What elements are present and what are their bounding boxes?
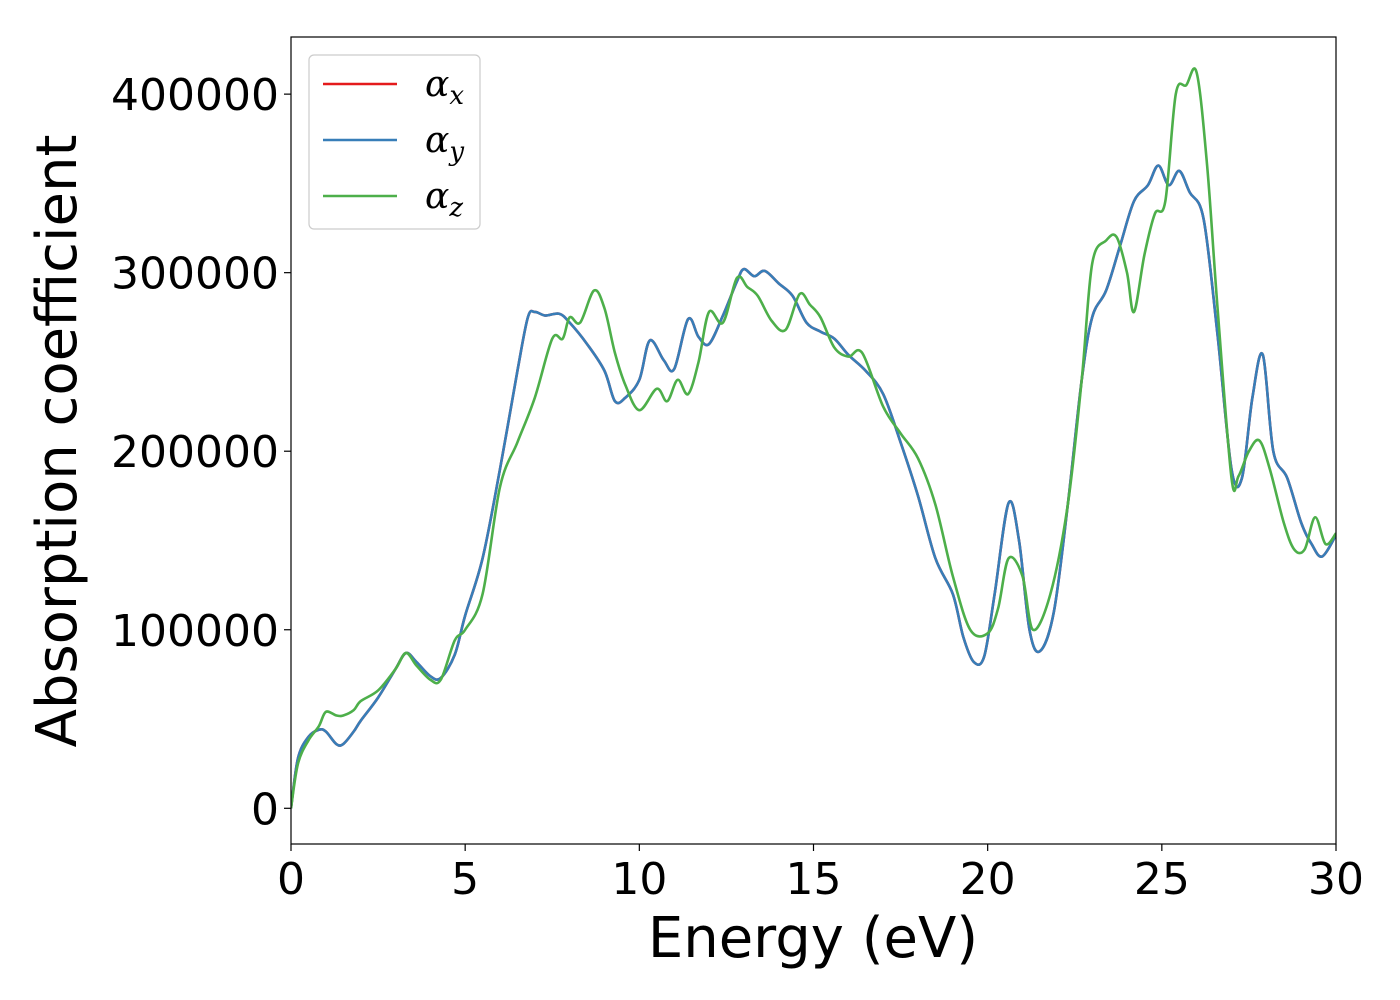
x-tick-label: 25 xyxy=(1134,854,1190,905)
series-lines xyxy=(291,67,1336,809)
x-tick-label: 10 xyxy=(611,854,667,905)
legend-box xyxy=(308,54,481,230)
y-tick-label: 400000 xyxy=(111,70,279,121)
legend-label-z: αz xyxy=(425,176,463,223)
x-tick-label: 15 xyxy=(786,854,842,905)
y-tick-label: 200000 xyxy=(111,427,279,478)
y-tick-label: 0 xyxy=(251,784,279,835)
series-line-x xyxy=(291,164,1336,809)
y-axis-title: Absorption coefficient xyxy=(25,135,90,748)
y-tick-label: 300000 xyxy=(111,249,279,300)
x-tick-label: 0 xyxy=(277,854,305,905)
x-axis-title: Energy (eV) xyxy=(648,906,978,971)
legend: αx αy αz xyxy=(308,54,481,230)
x-tick-label: 5 xyxy=(451,854,479,905)
legend-label-y: αy xyxy=(425,120,464,167)
series-line-z xyxy=(291,67,1336,809)
legend-label-x: αx xyxy=(425,64,464,111)
x-tick-label: 20 xyxy=(960,854,1016,905)
axis-ticks: 0 5 10 15 20 25 30 0 100000 200000 300000 400000 xyxy=(111,70,1364,905)
y-tick-label: 100000 xyxy=(111,606,279,657)
x-tick-label: 30 xyxy=(1308,854,1364,905)
series-line-y xyxy=(291,164,1336,809)
